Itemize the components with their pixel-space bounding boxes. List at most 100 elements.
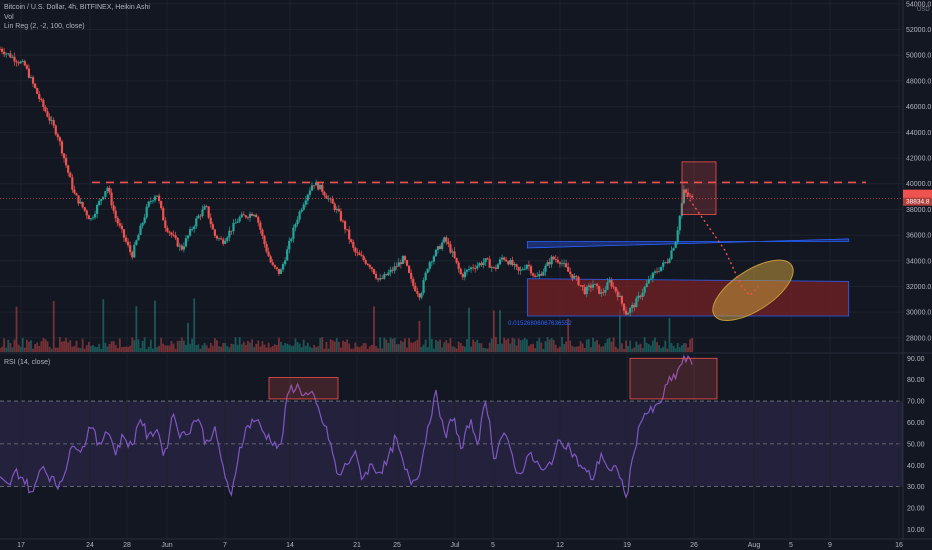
price-tick-label: 44000.0 bbox=[906, 130, 931, 137]
candle-body bbox=[127, 241, 130, 246]
candle-body bbox=[182, 246, 185, 250]
candle-body bbox=[441, 242, 444, 249]
volume-bar bbox=[265, 347, 268, 352]
volume-bar bbox=[325, 341, 328, 352]
candle-body bbox=[587, 285, 590, 287]
volume-bar bbox=[507, 338, 510, 352]
volume-bar bbox=[292, 345, 295, 352]
candle-body bbox=[496, 264, 500, 269]
candle-body bbox=[118, 223, 121, 226]
volume-bar bbox=[46, 341, 49, 352]
candle-body bbox=[205, 206, 208, 208]
volume-bar bbox=[513, 338, 516, 352]
volume-bar bbox=[269, 347, 272, 352]
volume-bar bbox=[311, 347, 313, 352]
volume-bar bbox=[406, 347, 408, 352]
candle-body bbox=[157, 195, 161, 202]
volume-bar bbox=[612, 337, 615, 352]
volume-bar bbox=[691, 338, 694, 352]
candle-body bbox=[191, 229, 194, 230]
candle-body bbox=[122, 229, 126, 238]
candle-body bbox=[596, 283, 599, 286]
volume-bar bbox=[36, 342, 39, 352]
candle-body bbox=[544, 265, 547, 272]
volume-bar bbox=[486, 348, 489, 352]
candle-body bbox=[552, 256, 555, 259]
volume-bar bbox=[7, 339, 10, 352]
volume-bar bbox=[127, 346, 130, 352]
volume-bar bbox=[40, 341, 43, 352]
linreg-value-label: 0.01526806067636552 bbox=[508, 320, 572, 327]
candle-body bbox=[325, 195, 328, 199]
volume-bar bbox=[538, 337, 541, 352]
volume-bar bbox=[125, 346, 127, 352]
candle-body bbox=[31, 77, 35, 84]
vol-label[interactable]: Vol bbox=[4, 13, 14, 21]
candle-body bbox=[261, 229, 264, 236]
linreg-label[interactable]: Lin Reg (2, -2, 100, close) bbox=[4, 23, 85, 30]
candle-body bbox=[294, 224, 297, 228]
rsi-label[interactable]: RSI (14, close) bbox=[4, 359, 51, 366]
candle-body bbox=[521, 269, 524, 271]
volume-bar bbox=[426, 347, 429, 352]
volume-bar bbox=[550, 338, 553, 352]
volume-bar bbox=[447, 343, 450, 352]
volume-bar bbox=[490, 338, 493, 352]
candle-body bbox=[195, 218, 198, 227]
volume-bar bbox=[118, 338, 121, 352]
volume-bar bbox=[459, 343, 462, 352]
candle-body bbox=[56, 134, 59, 138]
volume-bar bbox=[497, 344, 499, 352]
candle-body bbox=[350, 239, 353, 242]
candle-body bbox=[226, 237, 229, 241]
volume-bar bbox=[412, 342, 415, 352]
candle-body bbox=[424, 272, 427, 280]
candle-body bbox=[548, 262, 551, 265]
volume-bar bbox=[187, 322, 189, 352]
candle-body bbox=[385, 274, 388, 276]
volume-bar bbox=[401, 341, 404, 352]
candle-body bbox=[445, 237, 448, 242]
volume-bar bbox=[156, 347, 158, 352]
volume-bar bbox=[63, 341, 65, 352]
candle-body bbox=[554, 258, 557, 260]
candle-body bbox=[0, 48, 2, 50]
volume-bar bbox=[178, 340, 181, 352]
volume-bar bbox=[321, 337, 324, 352]
volume-bar bbox=[399, 340, 402, 352]
volume-bar bbox=[377, 348, 380, 352]
volume-bar bbox=[525, 339, 528, 352]
volume-bar bbox=[643, 337, 646, 352]
candle-body bbox=[234, 222, 237, 224]
volume-bar bbox=[494, 337, 497, 352]
candle-body bbox=[484, 258, 487, 263]
candle-body bbox=[610, 280, 613, 287]
candle-body bbox=[180, 245, 183, 250]
volume-bar bbox=[300, 347, 303, 352]
volume-bar bbox=[280, 341, 282, 352]
upper-channel-zone bbox=[526, 238, 850, 249]
symbol-title[interactable]: Bitcoin / U.S. Dollar, 4h, BITFINEX, Hei… bbox=[4, 4, 150, 11]
candle-body bbox=[358, 252, 361, 256]
volume-bar bbox=[278, 337, 280, 352]
candle-body bbox=[269, 256, 272, 263]
volume-bar bbox=[261, 341, 264, 352]
volume-bar bbox=[333, 341, 336, 352]
volume-bar bbox=[670, 343, 673, 352]
volume-bar bbox=[232, 344, 235, 352]
volume-bar bbox=[123, 346, 125, 352]
candle-body bbox=[139, 225, 142, 235]
candle-body bbox=[267, 251, 270, 257]
legend: Bitcoin / U.S. Dollar, 4h, BITFINEX, Hei… bbox=[4, 3, 150, 32]
candle-body bbox=[275, 267, 278, 269]
volume-bar bbox=[240, 344, 243, 352]
candle-body bbox=[116, 218, 119, 224]
candle-body bbox=[457, 262, 460, 269]
candle-body bbox=[531, 273, 535, 276]
candle-body bbox=[77, 195, 80, 204]
time-tick-label: 17 bbox=[17, 542, 25, 549]
volume-bar bbox=[647, 344, 650, 352]
candle-body bbox=[89, 218, 93, 220]
volume-bar bbox=[439, 339, 441, 352]
volume-bar bbox=[530, 344, 532, 352]
